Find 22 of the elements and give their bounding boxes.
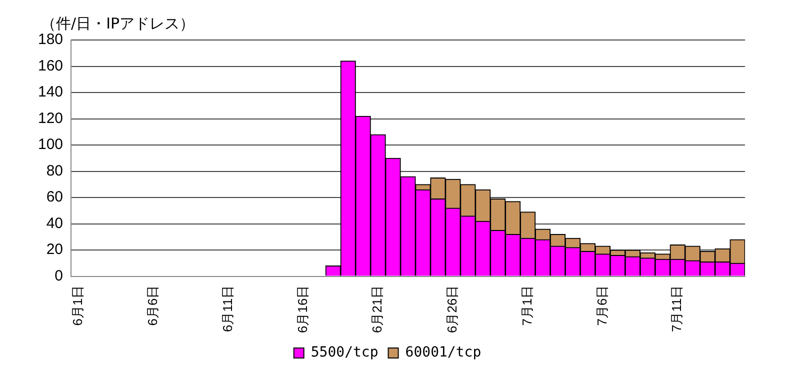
x-tick-label: 7月1日 <box>519 285 534 326</box>
x-tick-label: 6月1日 <box>70 285 86 326</box>
x-tick-label: 7月6日 <box>594 285 610 326</box>
y-axis-title: （件/日・IPアドレス） <box>41 14 195 32</box>
y-tick-label: 20 <box>46 241 64 258</box>
x-tick-label: 6月16日 <box>294 285 310 334</box>
y-tick-label: 100 <box>38 136 64 154</box>
legend-label: 60001/tcp <box>405 344 482 361</box>
y-tick-label: 60 <box>46 188 64 206</box>
y-tick-label: 120 <box>38 110 64 127</box>
y-tick-label: 180 <box>38 31 64 48</box>
x-tick-label: 6月6日 <box>144 285 160 326</box>
x-tick-label: 6月21日 <box>370 285 385 334</box>
y-tick-label: 80 <box>46 162 64 180</box>
x-tick-label: 6月26日 <box>444 285 460 334</box>
y-tick-label: 40 <box>46 214 64 232</box>
y-tick-label: 160 <box>38 57 64 74</box>
y-tick-label: 140 <box>38 84 64 101</box>
legend-label: 5500/tcp <box>310 344 378 361</box>
y-tick-label: 0 <box>54 267 64 284</box>
x-tick-label: 6月11日 <box>220 285 235 332</box>
x-tick-label: 7月11日 <box>669 285 684 332</box>
